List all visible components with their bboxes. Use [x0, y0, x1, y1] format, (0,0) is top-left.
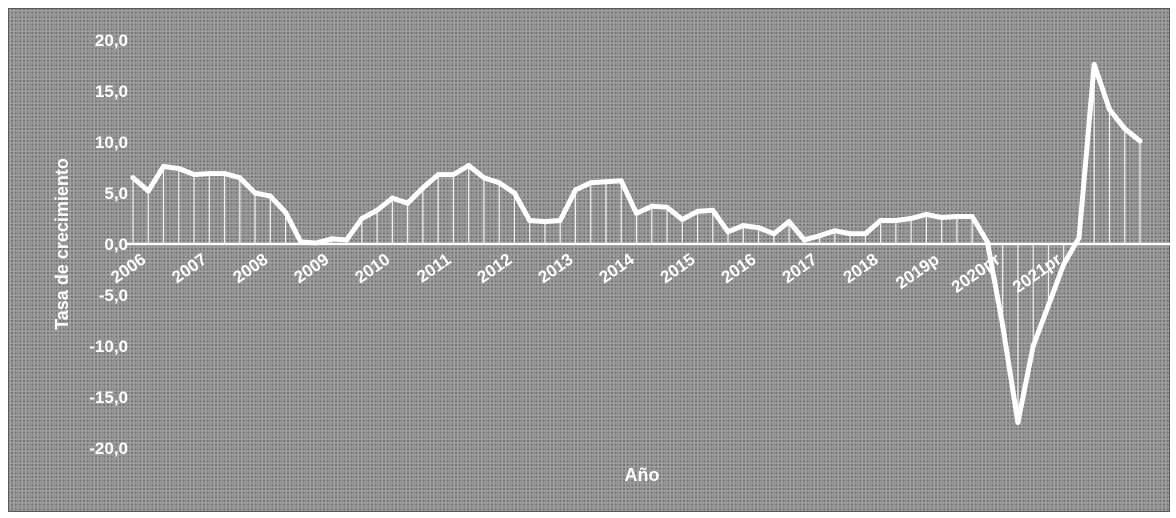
y-tick-label: -10,0 — [89, 337, 128, 356]
data-point — [862, 231, 868, 237]
data-point — [801, 237, 807, 243]
data-point — [908, 216, 914, 221]
x-tick-label: 2015 — [657, 250, 699, 287]
y-tick-label: 20,0 — [95, 31, 128, 50]
x-tick-label: 2013 — [535, 250, 577, 287]
data-point — [878, 218, 884, 224]
data-point — [725, 229, 731, 235]
data-point — [359, 216, 365, 221]
x-tick-label: 2019p — [892, 250, 942, 293]
data-point — [435, 172, 441, 178]
data-point — [572, 187, 578, 193]
x-tick-label: 2016 — [718, 250, 760, 287]
data-point — [389, 195, 395, 201]
data-point — [847, 231, 853, 237]
x-tick-label: 2011 — [413, 250, 454, 287]
x-tick-label: 2008 — [230, 250, 272, 287]
x-axis-title: Año — [625, 465, 660, 485]
data-point — [222, 171, 228, 177]
data-point — [969, 213, 975, 219]
data-point — [1000, 323, 1006, 329]
data-point — [237, 175, 243, 181]
data-point — [634, 210, 639, 216]
data-point — [161, 163, 167, 169]
data-point — [1045, 302, 1051, 308]
chart-frame — [8, 8, 1170, 512]
y-tick-label: -15,0 — [89, 388, 128, 407]
data-point — [588, 180, 594, 186]
data-point — [481, 175, 487, 181]
data-point — [405, 200, 411, 206]
data-point — [511, 190, 517, 196]
data-point — [603, 179, 609, 185]
data-point — [954, 213, 960, 219]
data-point — [756, 225, 762, 231]
x-tick-label: 2006 — [107, 250, 149, 287]
data-point — [1015, 420, 1021, 425]
data-point — [344, 237, 350, 243]
data-point — [130, 175, 136, 181]
data-point — [313, 240, 319, 246]
data-point — [1137, 138, 1143, 144]
data-point — [374, 207, 380, 213]
data-point — [618, 178, 624, 184]
y-tick-label: 10,0 — [95, 133, 128, 152]
data-point — [893, 218, 899, 224]
data-point — [923, 211, 929, 217]
data-point — [817, 233, 823, 239]
data-point — [420, 185, 426, 191]
y-tick-label: -5,0 — [99, 286, 128, 305]
y-tick-label: 5,0 — [104, 184, 128, 203]
data-point — [649, 203, 655, 209]
data-point — [939, 214, 945, 220]
data-point — [1076, 235, 1082, 241]
data-point — [1122, 126, 1128, 132]
data-point — [557, 218, 563, 224]
x-tick-label: 2018 — [840, 250, 882, 287]
y-tick-label: 0,0 — [104, 235, 128, 254]
data-point — [145, 188, 151, 194]
x-tick-label: 2014 — [596, 249, 638, 287]
data-point — [496, 180, 502, 186]
data-point — [542, 219, 548, 225]
data-point — [267, 193, 273, 199]
data-point — [832, 228, 838, 234]
y-axis-title: Tasa de crecimiento — [52, 158, 72, 330]
data-point — [771, 231, 777, 237]
data-point — [252, 190, 258, 196]
data-point — [664, 204, 670, 210]
x-tick-label: 2010 — [352, 250, 394, 287]
data-point — [450, 172, 456, 178]
data-point — [1030, 343, 1036, 349]
data-point — [984, 239, 990, 245]
data-point — [298, 239, 304, 245]
x-tick-label: 2009 — [291, 250, 333, 287]
data-point — [1091, 61, 1097, 67]
data-point — [710, 207, 716, 213]
data-point — [283, 209, 289, 215]
y-tick-label: 15,0 — [95, 82, 128, 101]
data-point — [328, 236, 334, 242]
x-tick-label: 2012 — [474, 250, 516, 287]
data-point — [679, 217, 685, 223]
data-point — [206, 171, 212, 177]
data-point — [740, 223, 746, 229]
data-point — [527, 218, 533, 224]
data-point — [191, 172, 197, 178]
data-point — [466, 162, 472, 168]
data-point — [1061, 261, 1067, 267]
x-tick-label: 2017 — [779, 250, 821, 287]
data-point — [176, 166, 182, 172]
y-tick-label: -20,0 — [89, 439, 128, 458]
data-point — [786, 219, 792, 225]
data-point — [695, 208, 701, 214]
data-point — [1106, 106, 1112, 112]
x-tick-label: 2007 — [168, 250, 210, 287]
